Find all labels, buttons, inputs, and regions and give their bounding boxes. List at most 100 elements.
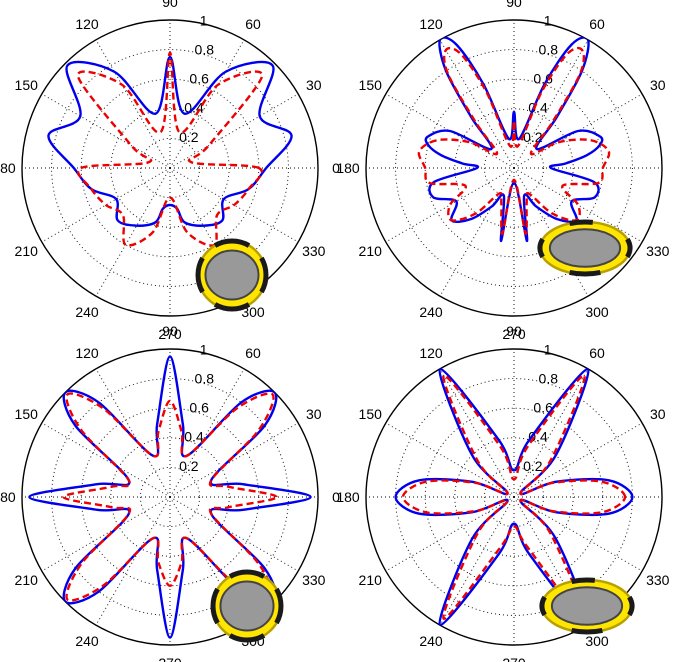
angular-grid-spoke (41, 93, 171, 169)
angular-grid-spoke (439, 39, 515, 169)
inset-ring-segment (213, 238, 251, 248)
angle-tick-label: 60 (245, 345, 261, 361)
angular-grid-spoke (95, 368, 171, 498)
radial-grid-circle (110, 108, 230, 228)
angular-grid-spoke (513, 368, 589, 498)
radial-tick-label: 0.8 (195, 370, 215, 386)
series-solid-trace (424, 36, 604, 243)
angle-tick-label: 210 (359, 243, 383, 259)
angular-grid-spoke (513, 422, 643, 498)
angle-tick-label: 210 (15, 572, 39, 588)
angle-tick-label: 150 (359, 77, 383, 93)
angular-grid-spoke (385, 496, 515, 572)
angle-tick-label: 210 (15, 243, 39, 259)
angular-grid-spoke (439, 368, 515, 498)
angle-tick-label: 30 (306, 406, 322, 422)
angular-grid-spoke (439, 167, 515, 297)
angle-tick-label: 270 (158, 326, 182, 342)
inset-ring-segment (625, 237, 633, 259)
inset-ring-segment (259, 256, 269, 294)
radial-tick-label: 0.6 (533, 400, 553, 416)
angle-tick-label: 60 (589, 16, 605, 32)
radial-grid-circle (483, 137, 545, 199)
angular-grid-spoke (169, 39, 245, 169)
radial-tick-label: 0.6 (533, 71, 553, 87)
inset-ring-segment (571, 577, 596, 585)
angle-tick-label: 240 (75, 304, 99, 320)
angular-grid-spoke (513, 496, 589, 626)
angular-grid-spoke (95, 39, 171, 169)
series-solid-trace (28, 355, 312, 639)
angle-tick-label: 330 (302, 243, 326, 259)
angular-grid-spoke (169, 167, 299, 243)
inset-ring-segment (537, 237, 545, 259)
radial-tick-label: 0.2 (523, 458, 543, 474)
angle-tick-label: 90 (162, 0, 178, 10)
inset-ring-segment (569, 219, 594, 227)
angle-tick-label: 90 (162, 323, 178, 339)
inset-ring-segment (627, 595, 635, 617)
angular-grid-spoke (513, 39, 589, 169)
polar-plot-bottom-right: 03060901201501802102402703003300.20.40.6… (336, 323, 669, 662)
angle-tick-label: 330 (646, 243, 670, 259)
radial-grid-circle (483, 466, 545, 528)
angle-tick-label: 60 (589, 345, 605, 361)
radial-tick-label: 1 (200, 12, 208, 28)
radial-grid-circle (139, 466, 201, 528)
inset-geometry-icon (195, 238, 269, 312)
angular-grid-spoke (169, 167, 245, 297)
series-dashed-trace (417, 46, 611, 235)
inset-core (550, 586, 624, 626)
inset-ring-segment (569, 269, 601, 277)
angle-tick-label: 90 (506, 0, 522, 10)
radial-tick-label: 0.8 (195, 41, 215, 57)
angle-tick-label: 300 (585, 304, 609, 320)
angular-grid-spoke (169, 496, 299, 572)
radial-tick-label: 0.8 (539, 41, 559, 57)
radial-grid-circle (454, 437, 574, 557)
angular-grid-spoke (385, 93, 515, 169)
radial-grid-circle (110, 437, 230, 557)
angle-tick-label: 270 (158, 655, 182, 662)
angular-grid-spoke (41, 167, 171, 243)
angular-grid-spoke (385, 167, 515, 243)
angle-tick-label: 210 (359, 572, 383, 588)
angle-tick-label: 240 (75, 633, 99, 649)
angular-grid-spoke (513, 167, 589, 297)
radial-grid-circle (139, 137, 201, 199)
angle-tick-label: 120 (75, 16, 99, 32)
angle-tick-label: 150 (359, 406, 383, 422)
inset-geometry-icon (539, 577, 635, 635)
angular-grid-spoke (169, 368, 245, 498)
angle-tick-label: 90 (506, 323, 522, 339)
inset-ring-segment (571, 627, 603, 635)
radial-tick-label: 0.6 (189, 71, 209, 87)
angular-grid-spoke (439, 496, 515, 626)
angle-tick-label: 300 (585, 633, 609, 649)
polar-plot-bottom-left: 03060901201501802102402703003300.20.40.6… (0, 323, 340, 662)
angle-tick-label: 120 (419, 345, 443, 361)
angle-tick-label: 180 (336, 160, 360, 176)
angle-tick-label: 30 (306, 77, 322, 93)
inset-ring-segment (274, 587, 284, 625)
series-solid-trace (47, 55, 293, 227)
angular-grid-spoke (513, 93, 643, 169)
inset-ring-segment (213, 302, 251, 312)
angle-tick-label: 30 (650, 77, 666, 93)
angular-grid-spoke (41, 496, 171, 572)
inset-core (204, 249, 260, 301)
radial-tick-label: 0.2 (179, 458, 199, 474)
angle-tick-label: 270 (502, 326, 526, 342)
angle-tick-label: 240 (419, 633, 443, 649)
inset-ring-segment (228, 633, 266, 643)
angular-grid-spoke (95, 496, 171, 626)
polar-plot-top-left: 03060901201501802102402703003300.20.40.6… (0, 0, 340, 342)
angle-tick-label: 180 (0, 160, 16, 176)
angular-grid-spoke (169, 422, 299, 498)
inset-ring-segment (195, 256, 205, 294)
series-dashed-trace (76, 51, 264, 247)
angle-tick-label: 180 (336, 489, 360, 505)
inset-geometry-icon (537, 219, 633, 277)
angular-grid-spoke (513, 496, 643, 572)
inset-geometry-icon (210, 569, 284, 643)
